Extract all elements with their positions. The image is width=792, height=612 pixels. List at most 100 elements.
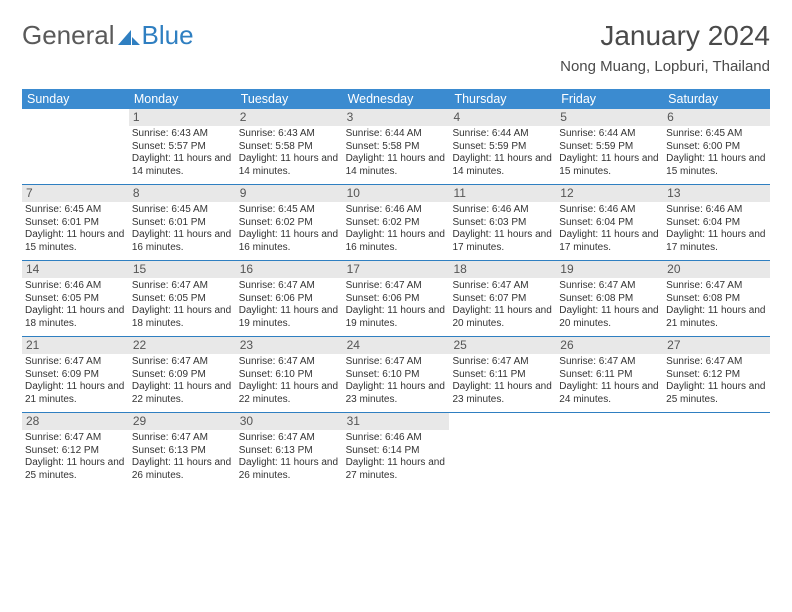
dow-tuesday: Tuesday <box>236 89 343 109</box>
daylight-text: Daylight: 11 hours and 17 minutes. <box>452 229 553 254</box>
sunset-text: Sunset: 6:03 PM <box>452 217 553 230</box>
day-28: 28 Sunrise: 6:47 AMSunset: 6:12 PMDayligh… <box>22 413 129 488</box>
day-number: 2 <box>236 109 343 126</box>
daylight-text: Daylight: 11 hours and 25 minutes. <box>25 457 126 482</box>
sunrise-text: Sunrise: 6:44 AM <box>452 128 553 141</box>
day-number: 29 <box>129 413 236 430</box>
sunset-text: Sunset: 6:08 PM <box>666 293 767 306</box>
daylight-text: Daylight: 11 hours and 24 minutes. <box>559 381 660 406</box>
day-number: 12 <box>556 185 663 202</box>
sunset-text: Sunset: 5:58 PM <box>239 141 340 154</box>
day-number: 25 <box>449 337 556 354</box>
week-row: 7 Sunrise: 6:45 AM Sunset: 6:01 PM Daylight… <box>22 184 770 260</box>
day-13: 13 Sunrise: 6:46 AMSunset: 6:04 PMDayligh… <box>663 185 770 260</box>
day-number: 8 <box>129 185 236 202</box>
dow-saturday: Saturday <box>663 89 770 109</box>
sunrise-text: Sunrise: 6:46 AM <box>25 280 126 293</box>
sunrise-text: Sunrise: 6:47 AM <box>239 280 340 293</box>
daylight-text: Daylight: 11 hours and 26 minutes. <box>132 457 233 482</box>
day-31: 31Sunrise: 6:46 AMSunset: 6:14 PMDayligh… <box>343 413 450 488</box>
day-12: 12Sunrise: 6:46 AMSunset: 6:04 PMDayligh… <box>556 185 663 260</box>
day-number: 19 <box>556 261 663 278</box>
sunset-text: Sunset: 6:13 PM <box>132 445 233 458</box>
daylight-text: Daylight: 11 hours and 21 minutes. <box>25 381 126 406</box>
day-number: 28 <box>22 413 129 430</box>
day-number: 24 <box>343 337 450 354</box>
day-1: 1Sunrise: 6:43 AMSunset: 5:57 PMDaylight… <box>129 109 236 184</box>
sunrise-text: Sunrise: 6:47 AM <box>132 432 233 445</box>
day-29: 29 Sunrise: 6:47 AMSunset: 6:13 PMDayligh… <box>129 413 236 488</box>
sunset-text: Sunset: 5:58 PM <box>346 141 447 154</box>
sunset-text: Sunset: 6:12 PM <box>25 445 126 458</box>
day-17: 17Sunrise: 6:47 AMSunset: 6:06 PMDayligh… <box>343 261 450 336</box>
week-row: 21Sunrise: 6:47 AMSunset: 6:09 PMDayligh… <box>22 336 770 412</box>
sunrise-text: Sunrise: 6:44 AM <box>346 128 447 141</box>
daylight-text: Daylight: 11 hours and 23 minutes. <box>346 381 447 406</box>
daylight-text: Daylight: 11 hours and 21 minutes. <box>666 305 767 330</box>
day-9: 9Sunrise: 6:45 AMSunset: 6:02 PMDaylight… <box>236 185 343 260</box>
daylight-text: Daylight: 11 hours and 27 minutes. <box>346 457 447 482</box>
sunset-text: Sunset: 5:57 PM <box>132 141 233 154</box>
sunset-text: Sunset: 6:11 PM <box>559 369 660 382</box>
sunrise-text: Sunrise: 6:43 AM <box>132 128 233 141</box>
sunrise-text: Sunrise: 6:46 AM <box>666 204 767 217</box>
daylight-text: Daylight: 11 hours and 16 minutes. <box>346 229 447 254</box>
day-number: 10 <box>343 185 450 202</box>
sunset-text: Sunset: 6:05 PM <box>25 293 126 306</box>
day-16: 16Sunrise: 6:47 AMSunset: 6:06 PMDayligh… <box>236 261 343 336</box>
day-26: 26 Sunrise: 6:47 AMSunset: 6:11 PMDayligh… <box>556 337 663 412</box>
daylight-text: Daylight: 11 hours and 14 minutes. <box>452 153 553 178</box>
sunrise-text: Sunrise: 6:47 AM <box>346 280 447 293</box>
sunrise-text: Sunrise: 6:47 AM <box>559 356 660 369</box>
day-number: 20 <box>663 261 770 278</box>
dow-sunday: Sunday <box>22 89 129 109</box>
sunset-text: Sunset: 6:10 PM <box>346 369 447 382</box>
sunset-text: Sunset: 6:09 PM <box>132 369 233 382</box>
sunrise-text: Sunrise: 6:45 AM <box>239 204 340 217</box>
daylight-text: Daylight: 11 hours and 14 minutes. <box>346 153 447 178</box>
sunset-text: Sunset: 6:02 PM <box>239 217 340 230</box>
sunrise-text: Sunrise: 6:43 AM <box>239 128 340 141</box>
day-number: 13 <box>663 185 770 202</box>
sunrise-text: Sunrise: 6:45 AM <box>666 128 767 141</box>
day-6: 6Sunrise: 6:45 AMSunset: 6:00 PMDaylight… <box>663 109 770 184</box>
sunset-text: Sunset: 6:05 PM <box>132 293 233 306</box>
sunrise-text: Sunrise: 6:47 AM <box>666 280 767 293</box>
sunrise-text: Sunrise: 6:47 AM <box>132 356 233 369</box>
day-24: 24Sunrise: 6:47 AMSunset: 6:10 PMDayligh… <box>343 337 450 412</box>
week-row: 14Sunrise: 6:46 AMSunset: 6:05 PMDayligh… <box>22 260 770 336</box>
sunset-text: Sunset: 6:00 PM <box>666 141 767 154</box>
sunrise-text: Sunrise: 6:47 AM <box>25 432 126 445</box>
day-4: 4Sunrise: 6:44 AMSunset: 5:59 PMDaylight… <box>449 109 556 184</box>
brand-part1: General <box>22 20 115 51</box>
day-number: 31 <box>343 413 450 430</box>
day-15: 15Sunrise: 6:47 AMSunset: 6:05 PMDayligh… <box>129 261 236 336</box>
daylight-text: Daylight: 11 hours and 17 minutes. <box>666 229 767 254</box>
sunrise-text: Sunrise: 6:47 AM <box>452 356 553 369</box>
day-number: 6 <box>663 109 770 126</box>
sunset-text: Sunset: 6:04 PM <box>559 217 660 230</box>
daylight-text: Daylight: 11 hours and 19 minutes. <box>346 305 447 330</box>
daylight-text: Daylight: 11 hours and 22 minutes. <box>239 381 340 406</box>
day-21: 21Sunrise: 6:47 AMSunset: 6:09 PMDayligh… <box>22 337 129 412</box>
daylight-text: Daylight: 11 hours and 17 minutes. <box>559 229 660 254</box>
sunset-text: Sunset: 6:08 PM <box>559 293 660 306</box>
month-title: January 2024 <box>560 20 770 52</box>
sunset-text: Sunset: 6:06 PM <box>346 293 447 306</box>
day-number: 7 <box>22 185 129 202</box>
sunset-text: Sunset: 6:01 PM <box>25 217 126 230</box>
day-number: 23 <box>236 337 343 354</box>
sunrise-text: Sunrise: 6:47 AM <box>239 432 340 445</box>
daylight-text: Daylight: 11 hours and 18 minutes. <box>25 305 126 330</box>
sunset-text: Sunset: 5:59 PM <box>559 141 660 154</box>
sunset-text: Sunset: 6:14 PM <box>346 445 447 458</box>
day-number: 26 <box>556 337 663 354</box>
header-row: General Blue January 2024 Nong Muang, Lo… <box>22 20 770 75</box>
daylight-text: Daylight: 11 hours and 14 minutes. <box>239 153 340 178</box>
day-20: 20 Sunrise: 6:47 AMSunset: 6:08 PMDayligh… <box>663 261 770 336</box>
day-number: 16 <box>236 261 343 278</box>
sunset-text: Sunset: 6:04 PM <box>666 217 767 230</box>
day-number: 15 <box>129 261 236 278</box>
daylight-text: Daylight: 11 hours and 20 minutes. <box>559 305 660 330</box>
sunrise-text: Sunrise: 6:47 AM <box>452 280 553 293</box>
